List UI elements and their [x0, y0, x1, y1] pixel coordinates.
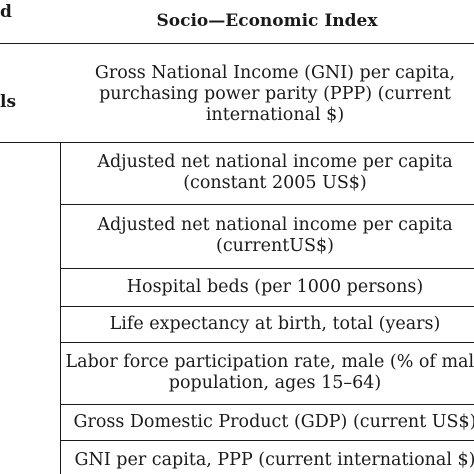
table-row: Adjusted net national income per capita …: [60, 142, 474, 204]
row-text: purchasing power parity (PPP) (current: [99, 83, 451, 104]
row-text: (currentUS$): [216, 236, 334, 256]
table-row: Labor force participation rate, male (% …: [60, 342, 474, 404]
row-text: Gross Domestic Product (GDP) (current US…: [73, 411, 474, 432]
left-category-fragment: ls: [0, 92, 17, 112]
column-header-label: Socio—Economic Index: [156, 11, 378, 31]
row-text: Adjusted net national income per capita: [97, 215, 453, 235]
table-row: Adjusted net national income per capita …: [60, 204, 474, 268]
row-rule: [60, 306, 474, 307]
row-rule: [60, 404, 474, 405]
row-text: Life expectancy at birth, total (years): [109, 313, 441, 334]
row-rule: [60, 204, 474, 205]
row-rule: [60, 440, 474, 441]
row-rule: [60, 268, 474, 269]
table-row: Life expectancy at birth, total (years): [60, 306, 474, 342]
header-rule: [0, 43, 474, 44]
table-row: GNI per capita, PPP (current internation…: [60, 445, 474, 474]
row-text: Gross National Income (GNI) per capita,: [94, 62, 456, 83]
row-text: international $): [205, 104, 345, 125]
group-rule: [0, 142, 474, 143]
column-header: Socio—Economic Index: [0, 4, 474, 38]
table-row: Hospital beds (per 1000 persons): [60, 268, 474, 306]
row-text: GNI per capita, PPP (current internation…: [74, 449, 474, 470]
row-rule: [60, 342, 474, 343]
table-row: Gross National Income (GNI) per capita, …: [60, 50, 474, 138]
row-text: Adjusted net national income per capita: [97, 152, 453, 172]
row-text: (constant 2005 US$): [183, 173, 367, 193]
table-row: Gross Domestic Product (GDP) (current US…: [60, 404, 474, 440]
row-text: Labor force participation rate, male (% …: [65, 352, 474, 372]
row-text: Hospital beds (per 1000 persons): [126, 276, 424, 297]
row-text: population, ages 15–64): [168, 373, 382, 393]
left-header-fragment: d: [0, 2, 12, 22]
column-divider: [60, 142, 61, 474]
